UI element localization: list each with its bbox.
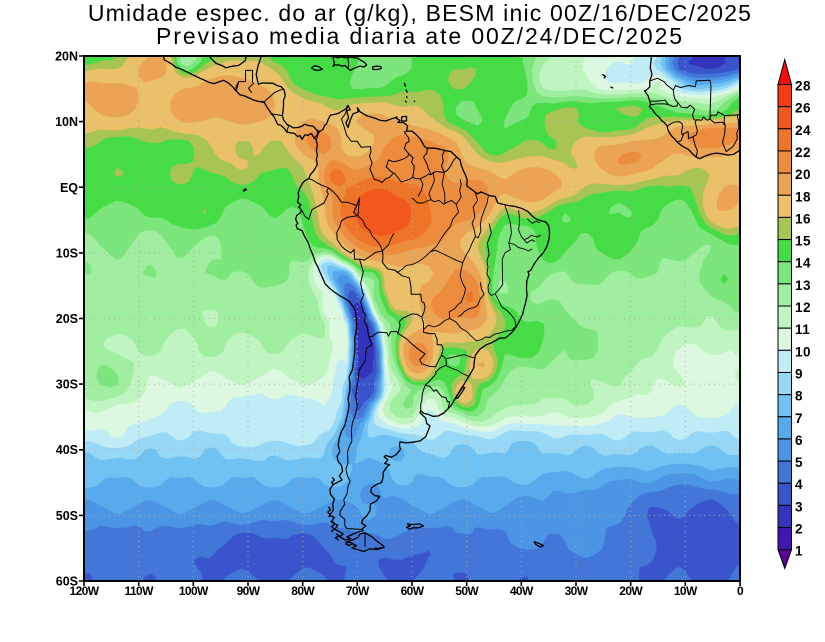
svg-text:14: 14 xyxy=(795,256,811,271)
svg-text:12: 12 xyxy=(795,300,811,315)
svg-text:22: 22 xyxy=(795,145,811,160)
svg-text:9: 9 xyxy=(795,367,803,382)
svg-text:80W: 80W xyxy=(291,584,315,598)
svg-text:4: 4 xyxy=(795,477,803,492)
svg-text:7: 7 xyxy=(795,411,803,426)
svg-text:Previsao media diaria ate 00Z/: Previsao media diaria ate 00Z/24/DEC/202… xyxy=(156,23,684,49)
svg-text:110W: 110W xyxy=(125,584,155,598)
svg-text:10W: 10W xyxy=(674,584,698,598)
svg-text:20: 20 xyxy=(795,167,811,182)
svg-text:60S: 60S xyxy=(56,575,78,589)
svg-text:30W: 30W xyxy=(565,584,589,598)
svg-text:16: 16 xyxy=(795,211,811,226)
svg-text:20W: 20W xyxy=(619,584,643,598)
svg-text:3: 3 xyxy=(795,499,803,514)
svg-text:EQ: EQ xyxy=(60,181,78,195)
svg-text:20S: 20S xyxy=(56,312,78,326)
svg-text:18: 18 xyxy=(795,189,811,204)
svg-text:13: 13 xyxy=(795,278,811,293)
svg-text:5: 5 xyxy=(795,455,803,470)
svg-text:24: 24 xyxy=(795,123,811,138)
svg-text:30S: 30S xyxy=(56,378,78,392)
svg-text:50S: 50S xyxy=(56,509,78,523)
svg-text:11: 11 xyxy=(795,322,810,337)
svg-text:70W: 70W xyxy=(346,584,370,598)
svg-text:1: 1 xyxy=(795,544,803,559)
svg-text:90W: 90W xyxy=(237,584,261,598)
svg-text:26: 26 xyxy=(795,101,811,116)
svg-text:50W: 50W xyxy=(455,584,479,598)
svg-text:40S: 40S xyxy=(56,443,78,457)
svg-text:20N: 20N xyxy=(55,50,78,64)
svg-text:0: 0 xyxy=(737,584,744,598)
svg-text:10: 10 xyxy=(795,344,811,359)
svg-text:6: 6 xyxy=(795,433,803,448)
svg-text:120W: 120W xyxy=(70,584,100,598)
svg-text:8: 8 xyxy=(795,389,803,404)
svg-text:40W: 40W xyxy=(510,584,534,598)
svg-text:60W: 60W xyxy=(401,584,425,598)
svg-text:2: 2 xyxy=(795,522,803,537)
svg-text:Umidade espec. do ar (g/kg), B: Umidade espec. do ar (g/kg), BESM inic 0… xyxy=(88,0,752,26)
svg-text:10S: 10S xyxy=(56,246,78,260)
svg-text:100W: 100W xyxy=(179,584,209,598)
svg-text:28: 28 xyxy=(795,79,811,94)
svg-text:15: 15 xyxy=(795,234,811,249)
svg-text:10N: 10N xyxy=(55,115,78,129)
